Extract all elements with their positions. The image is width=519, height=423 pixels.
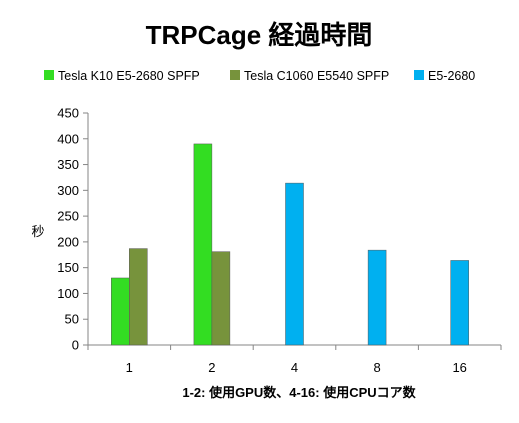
- x-tick-label: 8: [373, 360, 380, 375]
- y-tick-label: 350: [57, 157, 79, 172]
- y-tick-label: 100: [57, 286, 79, 301]
- bar: [129, 248, 148, 346]
- legend-swatch: [414, 70, 424, 80]
- x-tick-label: 16: [452, 360, 466, 375]
- bar: [367, 249, 387, 346]
- y-tick-label: 150: [57, 260, 79, 275]
- y-tick-label: 450: [57, 106, 79, 121]
- chart-title: TRPCage 経過時間: [146, 20, 373, 50]
- x-tick-label: 4: [291, 360, 298, 375]
- legend-swatch: [230, 70, 240, 80]
- bar: [211, 251, 231, 346]
- legend-swatch: [44, 70, 54, 80]
- bar: [111, 277, 130, 346]
- y-tick-label: 250: [57, 209, 79, 224]
- legend-label: Tesla K10 E5-2680 SPFP: [58, 69, 200, 83]
- x-tick-label: 2: [208, 360, 215, 375]
- legend: Tesla K10 E5-2680 SPFP Tesla C1060 E5540 …: [44, 69, 475, 83]
- y-tick-label: 400: [57, 131, 79, 146]
- y-tick-label: 200: [57, 234, 79, 249]
- y-tick-label: 0: [72, 338, 79, 353]
- bar: [285, 182, 304, 346]
- y-axis-label: 秒: [31, 224, 44, 239]
- bar: [193, 143, 213, 346]
- legend-label: E5-2680: [428, 69, 475, 83]
- y-tick-label: 300: [57, 183, 79, 198]
- plot-area: 0 50 100 150 200 250 300 350 400 450 1 2 4 8 16: [57, 106, 502, 375]
- bar: [450, 260, 469, 346]
- legend-label: Tesla C1060 E5540 SPFP: [244, 69, 389, 83]
- x-axis-label: 1-2: 使用GPU数、4-16: 使用CPUコア数: [182, 385, 416, 400]
- x-tick-label: 1: [126, 360, 133, 375]
- y-tick-label: 50: [65, 312, 79, 327]
